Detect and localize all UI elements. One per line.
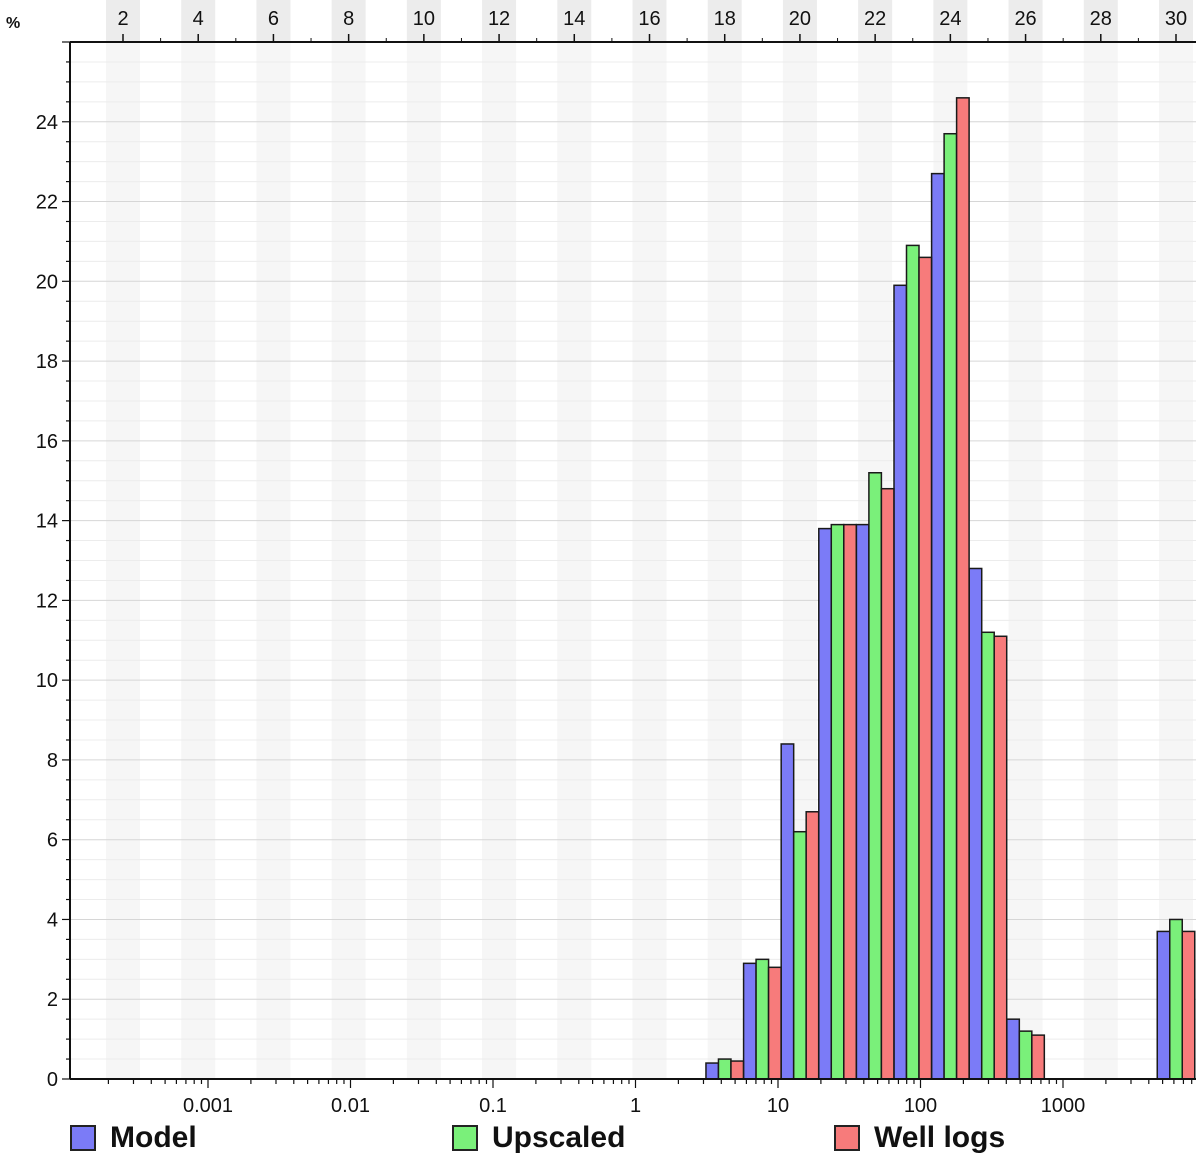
y-tick-label: 8 xyxy=(47,750,58,772)
bar-well-logs xyxy=(843,523,858,1080)
top-tick-label: 26 xyxy=(1014,8,1036,30)
bar-upscaled xyxy=(868,472,883,1080)
bar-well-logs xyxy=(993,635,1008,1080)
legend-item-upscaled: Upscaled xyxy=(452,1118,625,1158)
top-tick-label: 16 xyxy=(638,8,660,30)
bar-model xyxy=(1156,930,1171,1080)
bar-well-logs xyxy=(805,811,820,1080)
y-tick-label: 24 xyxy=(36,112,58,134)
gridlines xyxy=(70,41,1196,1079)
bar-upscaled xyxy=(1018,1030,1033,1080)
x-tick-label: 10 xyxy=(767,1095,789,1117)
y-tick-label: 2 xyxy=(47,989,58,1011)
bar-upscaled xyxy=(792,830,807,1080)
bar-upscaled xyxy=(755,958,770,1080)
bar-model xyxy=(930,172,945,1080)
top-tick-label: 28 xyxy=(1090,8,1112,30)
bar-well-logs xyxy=(880,487,895,1080)
legend-swatch-well-logs xyxy=(834,1125,860,1151)
bar-upscaled xyxy=(1169,918,1183,1080)
bar-upscaled xyxy=(830,523,845,1080)
bars xyxy=(705,97,1196,1080)
y-tick-label: 20 xyxy=(36,271,58,293)
y-tick-label: 0 xyxy=(47,1069,58,1091)
top-tick-label: 8 xyxy=(343,8,354,30)
y-tick-label: 12 xyxy=(36,590,58,612)
bar-well-logs xyxy=(955,97,970,1080)
y-tick-label: 18 xyxy=(36,351,58,373)
x-tick-label: 100 xyxy=(904,1095,937,1117)
histogram-chart: 2 4 6 8 10 12 14 16 18 20 22 24 26 28 30 0246810121416… xyxy=(6,0,1196,1117)
bar-model xyxy=(818,527,833,1080)
y-tick-label: 6 xyxy=(47,830,58,852)
legend-label-well-logs: Well logs xyxy=(874,1121,1006,1154)
bar-model xyxy=(1006,1018,1021,1080)
bar-model xyxy=(780,743,795,1080)
bar-well-logs xyxy=(918,256,933,1080)
bar-upscaled xyxy=(980,631,995,1080)
x-tick-label: 1000 xyxy=(1041,1095,1086,1117)
bar-well-logs xyxy=(730,1060,745,1080)
y-tick-label: 4 xyxy=(47,909,58,931)
top-tick-label: 18 xyxy=(714,8,736,30)
bar-well-logs xyxy=(1031,1034,1046,1080)
y-tick-label: 22 xyxy=(36,192,58,214)
bar-upscaled xyxy=(717,1058,732,1080)
legend-swatch-model xyxy=(70,1125,96,1151)
bar-model xyxy=(855,523,870,1080)
x-tick-label: 0.01 xyxy=(331,1095,370,1117)
top-tick-label: 12 xyxy=(488,8,510,30)
top-tick-label: 20 xyxy=(789,8,811,30)
bar-model xyxy=(742,962,757,1080)
top-axis: 2 4 6 8 10 12 14 16 18 20 22 24 26 28 30 xyxy=(106,0,1193,42)
top-tick-label: 10 xyxy=(413,8,435,30)
legend-item-model: Model xyxy=(70,1118,197,1158)
y-tick-label: 14 xyxy=(36,511,58,533)
y-unit-label: % xyxy=(6,15,20,32)
top-tick-label: 24 xyxy=(939,8,961,30)
legend: Model Upscaled Well logs xyxy=(0,1118,1200,1158)
top-tick-label: 2 xyxy=(117,8,128,30)
y-tick-label: 10 xyxy=(36,670,58,692)
bar-model xyxy=(968,567,983,1080)
top-tick-label: 6 xyxy=(268,8,279,30)
legend-label-model: Model xyxy=(110,1121,197,1154)
bar-upscaled xyxy=(905,244,920,1080)
top-tick-label: 30 xyxy=(1165,8,1187,30)
x-tick-label: 0.001 xyxy=(183,1095,233,1117)
y-tick-label: 16 xyxy=(36,431,58,453)
legend-swatch-upscaled xyxy=(452,1125,478,1151)
x-tick-label: 1 xyxy=(630,1095,641,1117)
bar-upscaled xyxy=(943,132,958,1080)
bar-model xyxy=(705,1062,720,1080)
bar-model xyxy=(893,284,908,1080)
bar-well-logs xyxy=(767,966,782,1080)
legend-item-well-logs: Well logs xyxy=(834,1118,1005,1158)
top-tick-label: 14 xyxy=(563,8,585,30)
top-tick-label: 4 xyxy=(193,8,204,30)
top-tick-label: 22 xyxy=(864,8,886,30)
x-tick-label: 0.1 xyxy=(479,1095,507,1117)
bar-well-logs xyxy=(1181,930,1196,1080)
legend-label-upscaled: Upscaled xyxy=(492,1121,626,1154)
